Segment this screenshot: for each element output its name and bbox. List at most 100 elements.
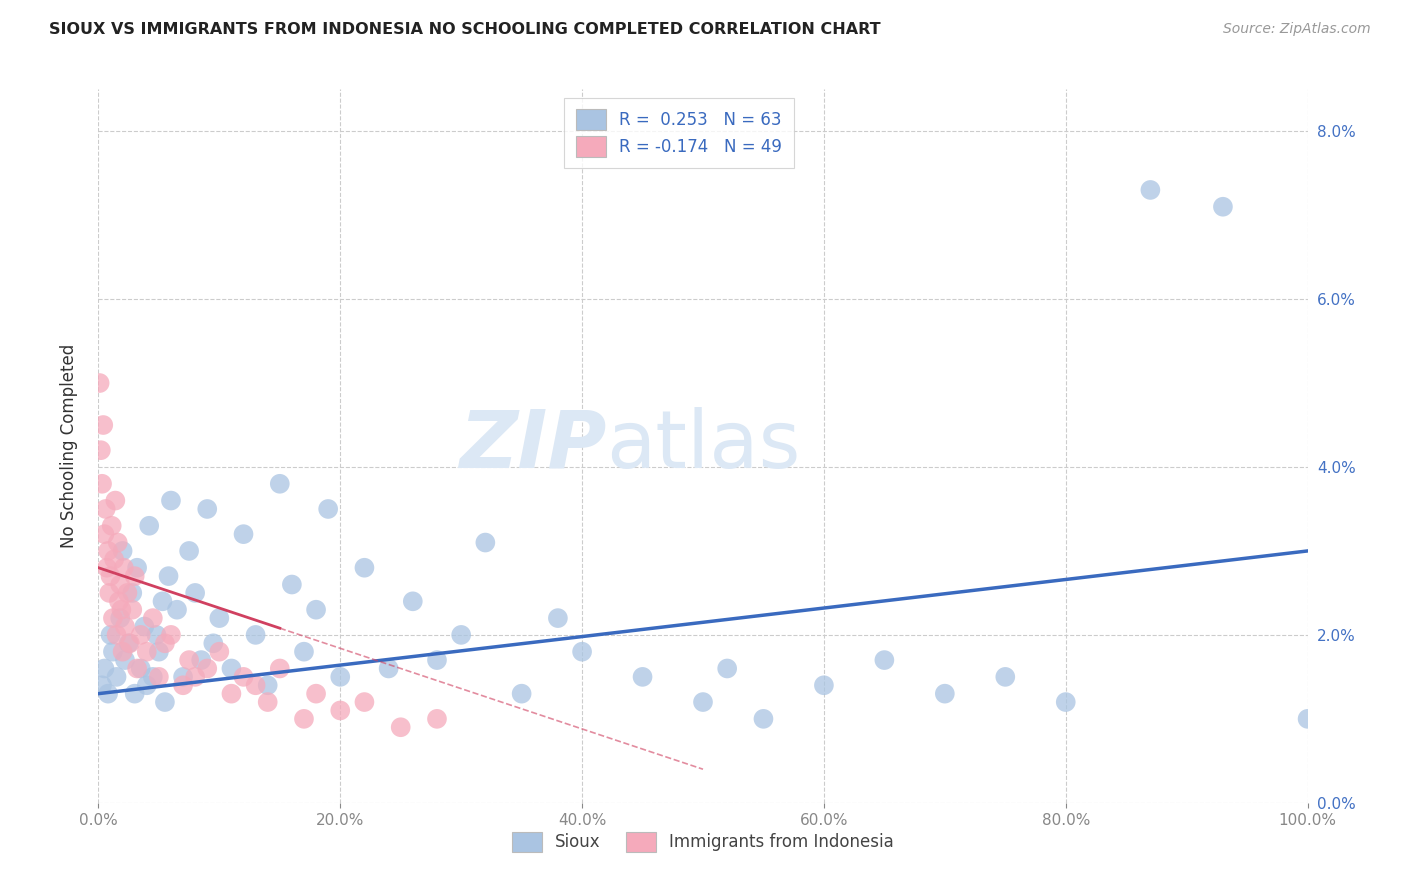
Point: [245, 628, 267, 642]
Text: atlas: atlas: [606, 407, 800, 485]
Point: [134, 619, 156, 633]
Point: [269, 661, 291, 675]
Point: [1296, 712, 1319, 726]
Point: [97, 544, 120, 558]
Point: [269, 476, 291, 491]
Point: [305, 603, 328, 617]
Point: [1054, 695, 1077, 709]
Point: [98, 586, 121, 600]
Point: [994, 670, 1017, 684]
Point: [104, 493, 127, 508]
Point: [138, 518, 160, 533]
Point: [692, 695, 714, 709]
Point: [93, 661, 115, 675]
Point: [813, 678, 835, 692]
Point: [329, 703, 352, 717]
Text: SIOUX VS IMMIGRANTS FROM INDONESIA NO SCHOOLING COMPLETED CORRELATION CHART: SIOUX VS IMMIGRANTS FROM INDONESIA NO SC…: [49, 22, 880, 37]
Point: [111, 645, 134, 659]
Point: [172, 678, 194, 692]
Point: [100, 628, 122, 642]
Point: [450, 628, 472, 642]
Point: [101, 611, 124, 625]
Point: [474, 535, 496, 549]
Point: [353, 560, 375, 574]
Y-axis label: No Schooling Completed: No Schooling Completed: [59, 344, 77, 548]
Point: [305, 687, 328, 701]
Point: [873, 653, 896, 667]
Point: [127, 661, 149, 675]
Point: [195, 502, 218, 516]
Point: [426, 712, 449, 726]
Point: [108, 611, 131, 625]
Point: [129, 661, 152, 675]
Point: [118, 636, 141, 650]
Point: [124, 687, 146, 701]
Point: [281, 577, 304, 591]
Point: [94, 502, 117, 516]
Point: [108, 594, 131, 608]
Point: [190, 653, 212, 667]
Point: [752, 712, 775, 726]
Point: [166, 603, 188, 617]
Point: [148, 645, 170, 659]
Point: [631, 670, 654, 684]
Point: [245, 678, 267, 692]
Point: [510, 687, 533, 701]
Point: [129, 628, 152, 642]
Point: [316, 502, 339, 516]
Point: [426, 653, 449, 667]
Point: [117, 586, 139, 600]
Point: [571, 645, 593, 659]
Point: [89, 376, 111, 390]
Point: [96, 560, 118, 574]
Point: [256, 678, 278, 692]
Point: [195, 661, 218, 675]
Point: [208, 611, 231, 625]
Point: [148, 670, 170, 684]
Point: [127, 560, 149, 574]
Point: [142, 611, 165, 625]
Point: [91, 476, 114, 491]
Point: [142, 670, 165, 684]
Point: [389, 720, 412, 734]
Point: [145, 628, 167, 642]
Point: [716, 661, 738, 675]
Point: [402, 594, 425, 608]
Point: [105, 628, 128, 642]
Point: [118, 636, 141, 650]
Point: [114, 653, 136, 667]
Point: [292, 712, 315, 726]
Point: [157, 569, 180, 583]
Text: ZIP: ZIP: [458, 407, 606, 485]
Point: [1139, 183, 1161, 197]
Point: [105, 670, 128, 684]
Point: [135, 678, 157, 692]
Point: [112, 560, 135, 574]
Point: [91, 417, 114, 432]
Point: [97, 687, 120, 701]
Point: [108, 577, 131, 591]
Point: [111, 544, 134, 558]
Point: [179, 544, 201, 558]
Point: [1212, 200, 1234, 214]
Legend: Sioux, Immigrants from Indonesia: Sioux, Immigrants from Indonesia: [505, 825, 901, 859]
Point: [100, 518, 122, 533]
Point: [153, 695, 176, 709]
Point: [160, 628, 183, 642]
Point: [208, 645, 231, 659]
Point: [93, 527, 115, 541]
Point: [91, 678, 114, 692]
Point: [90, 443, 112, 458]
Point: [100, 569, 122, 583]
Point: [124, 569, 146, 583]
Point: [202, 636, 225, 650]
Point: [101, 645, 124, 659]
Point: [221, 687, 243, 701]
Point: [107, 535, 129, 549]
Point: [114, 619, 136, 633]
Point: [547, 611, 569, 625]
Point: [232, 527, 254, 541]
Point: [152, 594, 174, 608]
Point: [172, 670, 194, 684]
Point: [232, 670, 254, 684]
